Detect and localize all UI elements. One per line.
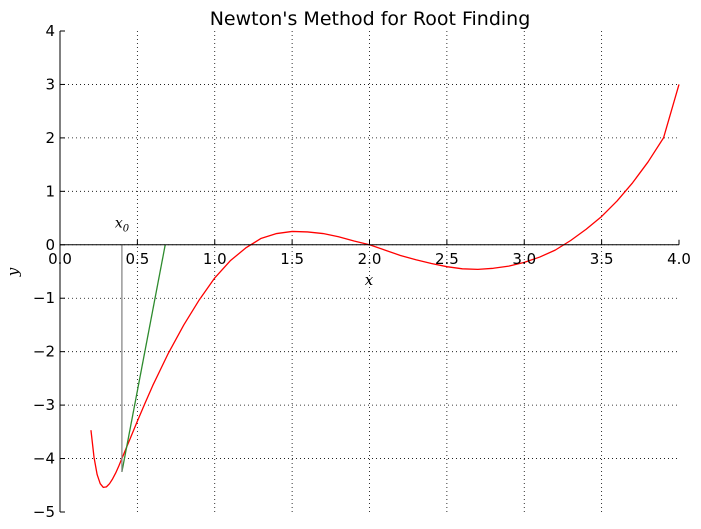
series-lines (90, 84, 680, 489)
x-tick-label: 0.5 (125, 250, 149, 268)
y-tick-label: 3 (45, 75, 55, 93)
series-tangent-line (121, 244, 166, 473)
x-tick-label: 0.0 (48, 250, 72, 268)
x-tick-label: 1.5 (280, 250, 304, 268)
x-tick-label: 4.0 (667, 250, 691, 268)
annotations: x0 (115, 215, 130, 234)
y-axis-label: y (4, 267, 22, 277)
x-tick-label: 2.0 (358, 250, 382, 268)
y-tick-label: −3 (33, 396, 55, 414)
x0-annotation: x0 (115, 215, 130, 234)
grid-lines (60, 31, 679, 512)
series-function-line (90, 84, 680, 489)
y-tick-label: 1 (45, 182, 55, 200)
y-tick-label: −5 (33, 503, 55, 521)
x0-annotation-subscript: 0 (123, 223, 130, 234)
y-tick-label: −2 (33, 343, 55, 361)
x-tick-label: 2.5 (435, 250, 459, 268)
y-tick-label: −4 (33, 450, 55, 468)
chart-title: Newton's Method for Root Finding (210, 8, 531, 30)
x-axis-label: x (365, 271, 374, 289)
axes (59, 30, 680, 513)
y-tick-label: 2 (45, 129, 55, 147)
tick-labels: −5 −4 −3 −2 −1 0 1 2 3 4 0.0 0.5 1.0 1.5 2.0 2.5 3.0 3.5 4… (33, 22, 691, 521)
x-tick-label: 3.0 (512, 250, 536, 268)
y-tick-label: −1 (33, 289, 55, 307)
x-tick-label: 3.5 (590, 250, 614, 268)
x-tick-label: 1.0 (203, 250, 227, 268)
y-tick-label: 4 (45, 22, 55, 40)
y-tick-label: 0 (45, 236, 55, 254)
